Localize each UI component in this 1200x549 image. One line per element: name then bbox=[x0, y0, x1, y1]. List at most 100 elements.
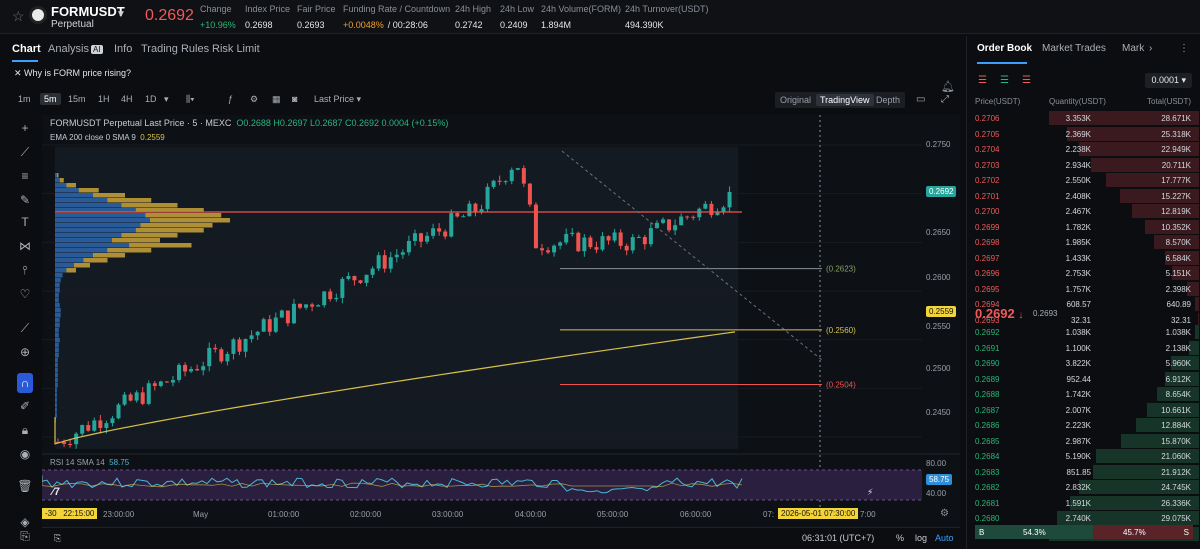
layers-icon[interactable]: ◈ bbox=[20, 515, 30, 529]
tab-order-book[interactable]: Order Book bbox=[977, 43, 1033, 54]
bid-row[interactable]: 0.2680 2.740K 29.075K bbox=[967, 511, 1199, 525]
bid-row[interactable]: 0.2686 2.223K 12.884K bbox=[967, 418, 1199, 432]
view-asks-icon[interactable]: ☰ bbox=[1022, 75, 1031, 86]
hlines-icon[interactable]: ≡ bbox=[21, 169, 29, 183]
tab-risk-limit[interactable]: Risk Limit bbox=[212, 43, 260, 55]
lightning-icon[interactable]: ⚡ bbox=[867, 488, 873, 498]
ask-row[interactable]: 0.2705 2.369K 25.318K bbox=[967, 126, 1199, 141]
heart-icon[interactable]: ♡ bbox=[19, 287, 31, 301]
bid-row[interactable]: 0.2683 851.85 21.912K bbox=[967, 464, 1199, 479]
view-both-icon[interactable]: ☰ bbox=[978, 75, 987, 86]
tab-chart[interactable]: Chart bbox=[12, 43, 41, 55]
ask-row[interactable]: 0.2693 32.31 32.31 bbox=[967, 312, 1199, 327]
zoom-icon[interactable]: ⊕ bbox=[19, 345, 31, 359]
ask-row[interactable]: 0.2696 2.753K 5.151K bbox=[967, 266, 1199, 280]
tab-info[interactable]: Info bbox=[114, 43, 133, 55]
ask-row[interactable]: 0.2703 2.934K 20.711K bbox=[967, 157, 1199, 172]
timeframe-15m[interactable]: 15m bbox=[68, 94, 86, 104]
forecast-icon[interactable]: ⫯ bbox=[22, 263, 28, 277]
precision-select[interactable]: 0.0001 ▾ bbox=[1145, 73, 1192, 88]
timeframe-4h[interactable]: 4H bbox=[121, 94, 133, 104]
eye-icon[interactable]: ◉ bbox=[19, 447, 31, 461]
bid-row[interactable]: 0.2682 2.832K 24.745K bbox=[967, 480, 1199, 494]
camera-icon[interactable]: ◙ bbox=[292, 94, 298, 104]
chevron-right-icon[interactable]: › bbox=[1149, 43, 1153, 54]
ask-row[interactable]: 0.2704 2.238K 22.949K bbox=[967, 142, 1199, 156]
star-icon[interactable]: ☆ bbox=[12, 8, 25, 24]
tab-trading-rules[interactable]: Trading Rules bbox=[141, 43, 210, 55]
order-book-panel: Order Book Market Trades Mark › ⋮ ☰ ☰ ☰ … bbox=[966, 36, 1200, 549]
pen-lock-icon[interactable]: ✐ bbox=[19, 399, 31, 413]
layout-icon[interactable]: ▦ bbox=[272, 94, 281, 104]
settings-icon[interactable]: ⚙ bbox=[250, 94, 259, 104]
candle-type-icon[interactable]: ⫼▾ bbox=[186, 94, 195, 104]
price-type-select[interactable]: Last Price ▾ bbox=[314, 94, 362, 104]
ruler-icon[interactable]: ⟋ bbox=[20, 321, 30, 335]
gear-icon[interactable]: ⚙ bbox=[940, 508, 949, 519]
ask-row[interactable]: 0.2702 2.550K 17.777K bbox=[967, 173, 1199, 187]
tab-mark[interactable]: Mark bbox=[1122, 43, 1145, 54]
magnet-icon[interactable]: ∩ bbox=[17, 373, 33, 393]
lock-icon[interactable]: 🔒︎ bbox=[21, 423, 29, 437]
ask-row[interactable]: 0.2699 1.782K 10.352K bbox=[967, 219, 1199, 234]
header-quantity: Quantity(USDT) bbox=[1049, 97, 1106, 106]
ask-row[interactable]: 0.2700 2.467K 12.819K bbox=[967, 204, 1199, 218]
view-bids-icon[interactable]: ☰ bbox=[1000, 75, 1009, 86]
bell-icon[interactable]: 🔔︎ bbox=[941, 81, 955, 93]
x-tick: 7:00 bbox=[860, 510, 876, 519]
pattern-icon[interactable]: ⋈ bbox=[19, 239, 31, 253]
ask-row[interactable]: 0.2695 1.757K 2.398K bbox=[967, 281, 1199, 296]
timeframe-1h[interactable]: 1H bbox=[98, 94, 110, 104]
timeframe-1m[interactable]: 1m bbox=[18, 94, 31, 104]
row-total: 32.31 bbox=[1170, 315, 1191, 325]
calendar-icon[interactable]: ⎘ bbox=[54, 533, 62, 543]
text-icon[interactable]: T bbox=[21, 215, 29, 229]
ask-row[interactable]: 0.2697 1.433K 6.584K bbox=[967, 250, 1199, 265]
bid-row[interactable]: 0.2691 1.100K 2.138K bbox=[967, 340, 1199, 355]
volume-profile-buy bbox=[55, 298, 59, 303]
object-tree-icon[interactable]: ⎘ bbox=[20, 529, 30, 543]
timeframe-5m[interactable]: 5m bbox=[40, 93, 61, 105]
rsi-lo: 40.00 bbox=[926, 489, 947, 498]
log-toggle[interactable]: log bbox=[915, 533, 928, 543]
more-timeframes-icon[interactable]: ▾ bbox=[164, 94, 169, 104]
tab-market-trades[interactable]: Market Trades bbox=[1042, 43, 1106, 54]
fullscreen-icon[interactable]: ⤢ bbox=[941, 94, 949, 105]
tab-analysis[interactable]: Analysis AI bbox=[48, 43, 103, 55]
candle-body bbox=[588, 237, 593, 248]
bid-row[interactable]: 0.2692 1.038K 1.038K bbox=[967, 325, 1199, 339]
ask-row[interactable]: 0.2694 608.57 640.89 bbox=[967, 297, 1199, 311]
chevron-down-icon[interactable]: ▼ bbox=[116, 9, 126, 20]
view-tradingview[interactable]: TradingView bbox=[816, 94, 874, 106]
view-original[interactable]: Original bbox=[780, 95, 812, 105]
crosshair-icon[interactable]: + bbox=[21, 121, 29, 135]
bid-row[interactable]: 0.2689 952.44 6.912K bbox=[967, 371, 1199, 386]
percent-toggle[interactable]: % bbox=[896, 533, 905, 543]
bid-row[interactable]: 0.2688 1.742K 8.654K bbox=[967, 387, 1199, 401]
candle-body bbox=[727, 191, 732, 208]
trendline-icon[interactable]: ⟋ bbox=[20, 145, 30, 159]
ai-question-link[interactable]: ✕ Why is FORM price rising? bbox=[14, 68, 131, 79]
row-quantity: 2.832K bbox=[1065, 483, 1091, 492]
layout-toggle-icon[interactable]: ▭ bbox=[916, 94, 926, 105]
bid-row[interactable]: 0.2685 2.987K 15.870K bbox=[967, 433, 1199, 448]
view-depth[interactable]: Depth bbox=[876, 95, 901, 105]
bid-row[interactable]: 0.2684 5.190K 21.060K bbox=[967, 449, 1199, 463]
timeframe-1d[interactable]: 1D bbox=[145, 94, 157, 104]
bid-row[interactable]: 0.2681 1.591K 26.336K bbox=[967, 495, 1199, 510]
ask-row[interactable]: 0.2706 3.353K 28.671K bbox=[967, 111, 1199, 125]
symbol-name[interactable]: FORMUSDT bbox=[51, 4, 125, 19]
more-icon[interactable]: ⋮ bbox=[1179, 43, 1189, 54]
indicators-icon[interactable]: ƒ bbox=[228, 94, 234, 104]
candle-body bbox=[540, 248, 544, 251]
trash-icon[interactable]: 🗑︎ bbox=[17, 479, 33, 493]
ask-row[interactable]: 0.2698 1.985K 8.570K bbox=[967, 235, 1199, 249]
auto-toggle[interactable]: Auto bbox=[935, 533, 954, 543]
price-chart[interactable]: (0.2623) (0.2560) (0.2504) ⁄7 ⚡ bbox=[42, 115, 960, 527]
row-quantity: 1.742K bbox=[1065, 390, 1091, 399]
row-quantity: 1.433K bbox=[1065, 253, 1091, 263]
brush-icon[interactable]: ✎ bbox=[19, 193, 31, 207]
ask-row[interactable]: 0.2701 2.408K 15.227K bbox=[967, 188, 1199, 203]
bid-row[interactable]: 0.2690 3.822K 5.960K bbox=[967, 356, 1199, 370]
bid-row[interactable]: 0.2687 2.007K 10.661K bbox=[967, 402, 1199, 417]
